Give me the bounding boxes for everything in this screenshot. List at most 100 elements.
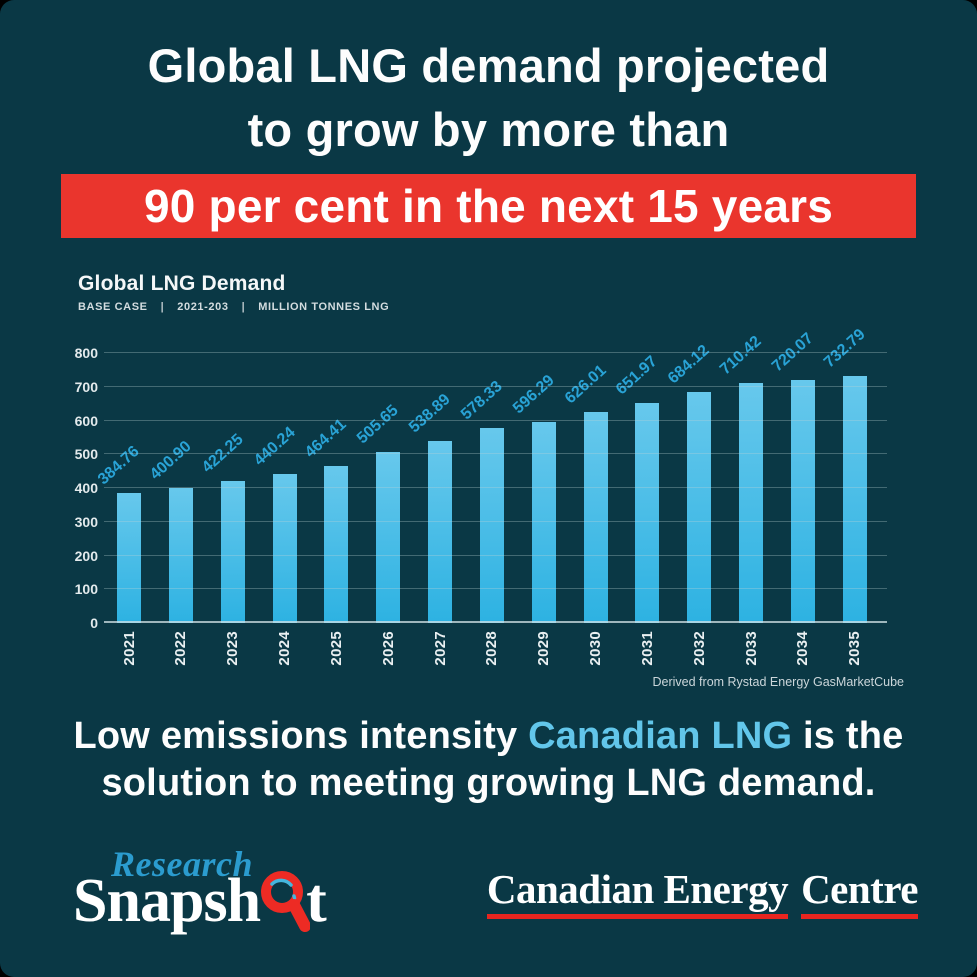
y-tick-label: 700 bbox=[74, 378, 98, 395]
research-snapshot-logo: Research Snapsh t bbox=[73, 843, 433, 953]
snapshot-text-start: Snapsh bbox=[73, 867, 261, 935]
x-tick-wrap: 2034 bbox=[779, 631, 827, 666]
x-tick-wrap: 2027 bbox=[416, 631, 464, 666]
x-tick-wrap: 2033 bbox=[727, 631, 775, 666]
subtitle-segment: BASE CASE bbox=[78, 301, 148, 313]
gridline bbox=[104, 520, 887, 522]
bar-2024: 440.24 2024 bbox=[250, 424, 298, 665]
x-tick-label: 2034 bbox=[794, 631, 812, 666]
x-tick-wrap: 2031 bbox=[623, 631, 671, 666]
x-tick-wrap: 2021 bbox=[105, 631, 153, 666]
x-tick-wrap: 2029 bbox=[520, 631, 568, 666]
bar-value-label: 538.89 bbox=[406, 391, 454, 437]
x-tick-wrap: 2035 bbox=[831, 631, 879, 666]
bar-value-label: 464.41 bbox=[302, 416, 351, 462]
chart-source: Derived from Rystad Energy GasMarketCube bbox=[652, 675, 904, 689]
gridline bbox=[104, 588, 887, 590]
x-tick-wrap: 2025 bbox=[312, 631, 360, 666]
x-tick-label: 2033 bbox=[742, 631, 760, 666]
bar-value-label: 684.12 bbox=[665, 342, 713, 388]
x-tick-label: 2022 bbox=[172, 631, 190, 666]
statement: Low emissions intensity Canadian LNG is … bbox=[0, 713, 977, 807]
plot-area: 0 100 200 300 400 500 600 700 800 384.76 2021 400.… bbox=[58, 326, 902, 666]
bar-value-label: 651.97 bbox=[613, 352, 662, 399]
x-tick-label: 2030 bbox=[587, 631, 605, 666]
x-tick-label: 2025 bbox=[327, 631, 345, 666]
y-axis-labels: 0 100 200 300 400 500 600 700 800 bbox=[58, 345, 98, 631]
bar-value-label: 440.24 bbox=[250, 424, 299, 470]
x-tick-label: 2027 bbox=[431, 631, 449, 666]
cec-logo-part1: Canadian Energy bbox=[486, 865, 789, 919]
y-tick-label: 200 bbox=[74, 547, 98, 564]
statement-line1: Low emissions intensity Canadian LNG is … bbox=[0, 713, 977, 760]
x-tick-label: 2035 bbox=[846, 631, 864, 666]
x-tick-wrap: 2026 bbox=[364, 631, 412, 666]
bar-2026: 505.65 2026 bbox=[354, 402, 402, 665]
x-tick-wrap: 2028 bbox=[468, 631, 516, 666]
x-axis-baseline bbox=[104, 621, 887, 623]
canadian-lng-highlight: Canadian LNG bbox=[528, 715, 793, 757]
bar-value-label: 732.79 bbox=[820, 325, 869, 371]
cec-logo-part2: Centre bbox=[801, 865, 918, 919]
x-tick-wrap: 2030 bbox=[572, 631, 620, 666]
x-tick-wrap: 2024 bbox=[261, 631, 309, 666]
y-tick-label: 600 bbox=[74, 412, 98, 429]
x-tick-wrap: 2032 bbox=[675, 631, 723, 666]
gridline bbox=[104, 487, 887, 488]
bars-container: 384.76 2021 400.90 2022 422.25 2023 440.24 2024… bbox=[95, 326, 869, 666]
y-tick-label: 800 bbox=[74, 345, 98, 361]
x-tick-wrap: 2023 bbox=[209, 631, 257, 666]
main-title-line1: Global LNG demand projected bbox=[147, 39, 830, 92]
gridline bbox=[104, 352, 887, 353]
x-tick-label: 2031 bbox=[638, 631, 656, 666]
bar-2031: 651.97 2031 bbox=[613, 353, 661, 666]
subtitle-separator: | bbox=[160, 301, 165, 313]
subtitle-segment: MILLION TONNES LNG bbox=[258, 301, 390, 313]
subtitle-segment: 2021-203 bbox=[177, 301, 229, 313]
bar-value-label: 596.29 bbox=[509, 371, 558, 418]
x-tick-label: 2029 bbox=[535, 631, 553, 666]
x-tick-label: 2024 bbox=[276, 631, 294, 666]
y-tick-label: 400 bbox=[74, 480, 98, 496]
bar-2027: 538.89 2027 bbox=[406, 391, 454, 666]
gridline bbox=[104, 385, 887, 387]
snapshot-logo-text: Snapsh t bbox=[73, 864, 327, 937]
grid-area: 384.76 2021 400.90 2022 422.25 2023 440.24 2024… bbox=[95, 326, 887, 666]
statement-line1-start: Low emissions intensity bbox=[73, 715, 529, 757]
x-tick-label: 2026 bbox=[379, 631, 397, 666]
bar-2025: 464.41 2025 bbox=[302, 416, 350, 665]
highlight-banner: 90 per cent in the next 15 years bbox=[61, 174, 916, 238]
x-tick-label: 2028 bbox=[483, 631, 501, 666]
bar-value-label: 384.76 bbox=[94, 443, 143, 489]
x-tick-label: 2032 bbox=[690, 631, 708, 666]
bar-value-label: 710.42 bbox=[717, 333, 765, 379]
bar-value-label: 626.01 bbox=[561, 361, 610, 407]
research-logo-text: Research bbox=[111, 844, 253, 884]
magnifying-glass-icon bbox=[261, 871, 312, 932]
bar-2035: 732.79 2035 bbox=[821, 326, 869, 666]
snapshot-text-end: t bbox=[306, 867, 327, 935]
bar-2022: 400.90 2022 bbox=[147, 438, 195, 666]
bar-2032: 684.12 2032 bbox=[665, 342, 713, 666]
chart-section: Global LNG Demand BASE CASE | 2021-203 | MIL… bbox=[58, 272, 904, 689]
x-tick-label: 2021 bbox=[120, 631, 138, 666]
x-tick-wrap: 2022 bbox=[157, 631, 205, 666]
gridline bbox=[104, 419, 887, 421]
subtitle-separator: | bbox=[241, 301, 246, 313]
bar-2033: 710.42 2033 bbox=[717, 333, 765, 665]
gridline bbox=[104, 453, 887, 455]
main-title-line2: to grow by more than bbox=[247, 103, 730, 156]
canadian-energy-centre-logo: Canadian Energy Centre bbox=[486, 865, 918, 919]
bar-2028: 578.33 2028 bbox=[458, 378, 506, 666]
statement-line2: solution to meeting growing LNG demand. bbox=[101, 762, 876, 804]
banner-text: 90 per cent in the next 15 years bbox=[143, 180, 834, 232]
y-tick-label: 100 bbox=[74, 581, 98, 598]
gridline bbox=[104, 554, 887, 556]
footer: Research Snapsh t Canadian Energy Centre bbox=[0, 843, 977, 953]
bar-2030: 626.01 2030 bbox=[562, 362, 610, 666]
bar-2021: 384.76 2021 bbox=[95, 443, 143, 666]
chart-title: Global LNG Demand bbox=[78, 272, 286, 295]
bar-value-label: 505.65 bbox=[354, 402, 402, 448]
y-tick-label: 500 bbox=[74, 446, 98, 463]
